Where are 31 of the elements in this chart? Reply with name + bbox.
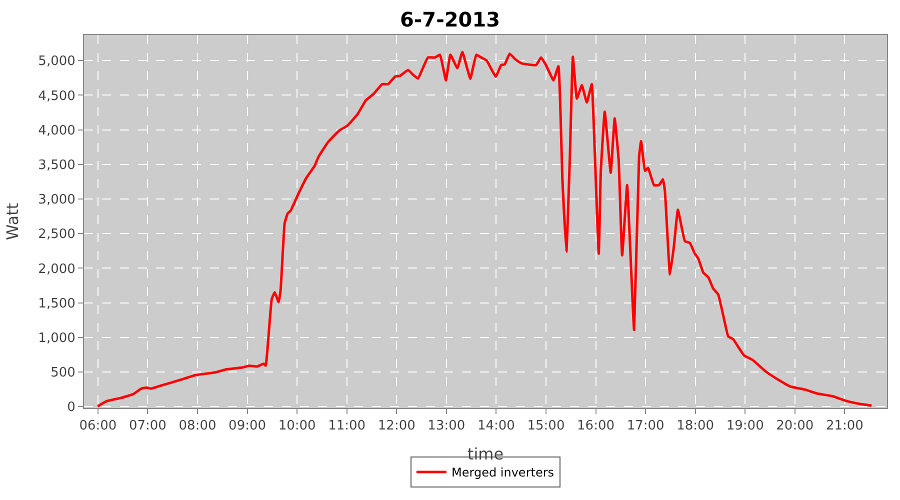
x-tick-label: 06:00 bbox=[79, 418, 117, 434]
y-tick-label: 500 bbox=[50, 366, 76, 381]
y-tick-label: 2,000 bbox=[38, 262, 76, 277]
y-tick-label: 1,500 bbox=[38, 296, 76, 312]
x-tick-label: 14:00 bbox=[477, 418, 515, 434]
x-tick-label: 12:00 bbox=[378, 418, 416, 434]
x-tick-label: 09:00 bbox=[228, 418, 266, 434]
line-series bbox=[96, 50, 873, 408]
y-axis-title: Watt bbox=[3, 202, 22, 240]
x-tick-label: 10:00 bbox=[278, 418, 316, 434]
y-tick-label: 3,000 bbox=[38, 192, 76, 208]
x-tick-label: 07:00 bbox=[128, 418, 166, 434]
x-tick-label: 15:00 bbox=[527, 418, 565, 434]
x-tick-label: 08:00 bbox=[178, 418, 216, 434]
x-tick-label: 16:00 bbox=[577, 418, 615, 434]
y-tick-label: 1,000 bbox=[38, 330, 76, 346]
y-tick-label: 4,500 bbox=[38, 88, 76, 104]
y-tick-label: 3,500 bbox=[38, 158, 76, 173]
x-tick-label: 20:00 bbox=[776, 418, 814, 434]
y-tick-label: 0 bbox=[67, 400, 76, 416]
x-tick-label: 11:00 bbox=[328, 418, 366, 434]
legend-label: Merged inverters bbox=[452, 466, 554, 480]
x-tick-label: 19:00 bbox=[726, 418, 764, 434]
x-tick-label: 17:00 bbox=[626, 418, 664, 434]
x-tick-label: 13:00 bbox=[428, 418, 466, 434]
y-tick-label: 2,500 bbox=[38, 227, 76, 242]
chart-title: 6-7-2013 bbox=[400, 8, 500, 32]
x-tick-label: 21:00 bbox=[826, 418, 864, 434]
y-tick-label: 4,000 bbox=[38, 123, 76, 138]
y-tick-label: 5,000 bbox=[38, 54, 76, 70]
x-tick-label: 18:00 bbox=[676, 418, 714, 434]
